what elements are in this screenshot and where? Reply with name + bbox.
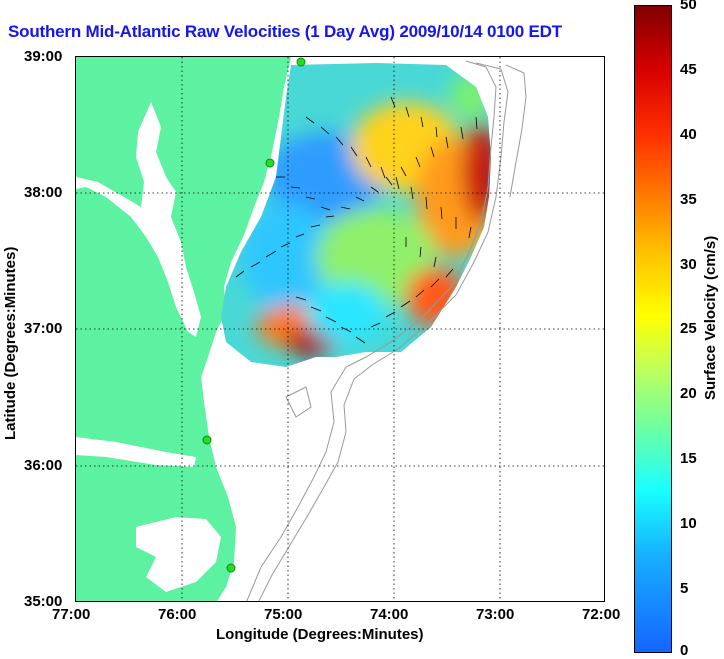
colorbar-tick: 10 [680, 515, 697, 532]
x-axis-label: Longitude (Degrees:Minutes) [216, 626, 424, 643]
colorbar-label: Surface Velocity (cm/s) [702, 235, 719, 400]
radar-stations [202, 57, 306, 573]
y-tick-label: 35:00 [24, 593, 63, 610]
x-tick-label: 75:00 [264, 606, 303, 623]
station-marker [296, 57, 306, 67]
land-mass [76, 57, 291, 601]
colorbar-tick: 35 [680, 191, 697, 208]
map-svg [76, 57, 604, 601]
colorbar-tick: 5 [680, 580, 689, 597]
sound-water [136, 517, 221, 592]
grid-lines [76, 57, 604, 601]
station-marker [265, 158, 275, 168]
velocity-field [221, 63, 491, 367]
y-tick-label: 38:00 [24, 184, 63, 201]
map-title: Southern Mid-Atlantic Raw Velocities (1 … [8, 22, 562, 41]
y-tick-label: 37:00 [24, 320, 63, 337]
x-tick-label: 77:00 [52, 606, 91, 623]
colorbar-tick: 20 [680, 385, 697, 402]
station-marker [202, 435, 212, 445]
colorbar-tick: 45 [680, 61, 697, 78]
colorbar-tick: 40 [680, 126, 697, 143]
colorbar-tick: 0 [680, 642, 689, 659]
y-tick-label: 39:00 [24, 48, 63, 65]
colorbar-tick: 50 [680, 0, 697, 13]
x-tick-label: 76:00 [158, 606, 197, 623]
colorbar-tick: 25 [680, 320, 697, 337]
bathymetry-contours [246, 60, 527, 601]
x-tick-label: 74:00 [370, 606, 409, 623]
y-tick-label: 36:00 [24, 457, 63, 474]
x-tick-label: 72:00 [582, 606, 621, 623]
y-axis-label: Latitude (Degrees:Minutes) [2, 246, 19, 440]
map-plot-area [75, 56, 605, 602]
colorbar-tick: 15 [680, 450, 697, 467]
river-inlet [76, 437, 196, 467]
colorbar [634, 5, 672, 653]
velocity-arrows [235, 96, 478, 344]
colorbar-tick: 30 [680, 256, 697, 273]
chesapeake-bay [76, 102, 201, 337]
x-tick-label: 73:00 [476, 606, 515, 623]
station-marker [226, 563, 236, 573]
